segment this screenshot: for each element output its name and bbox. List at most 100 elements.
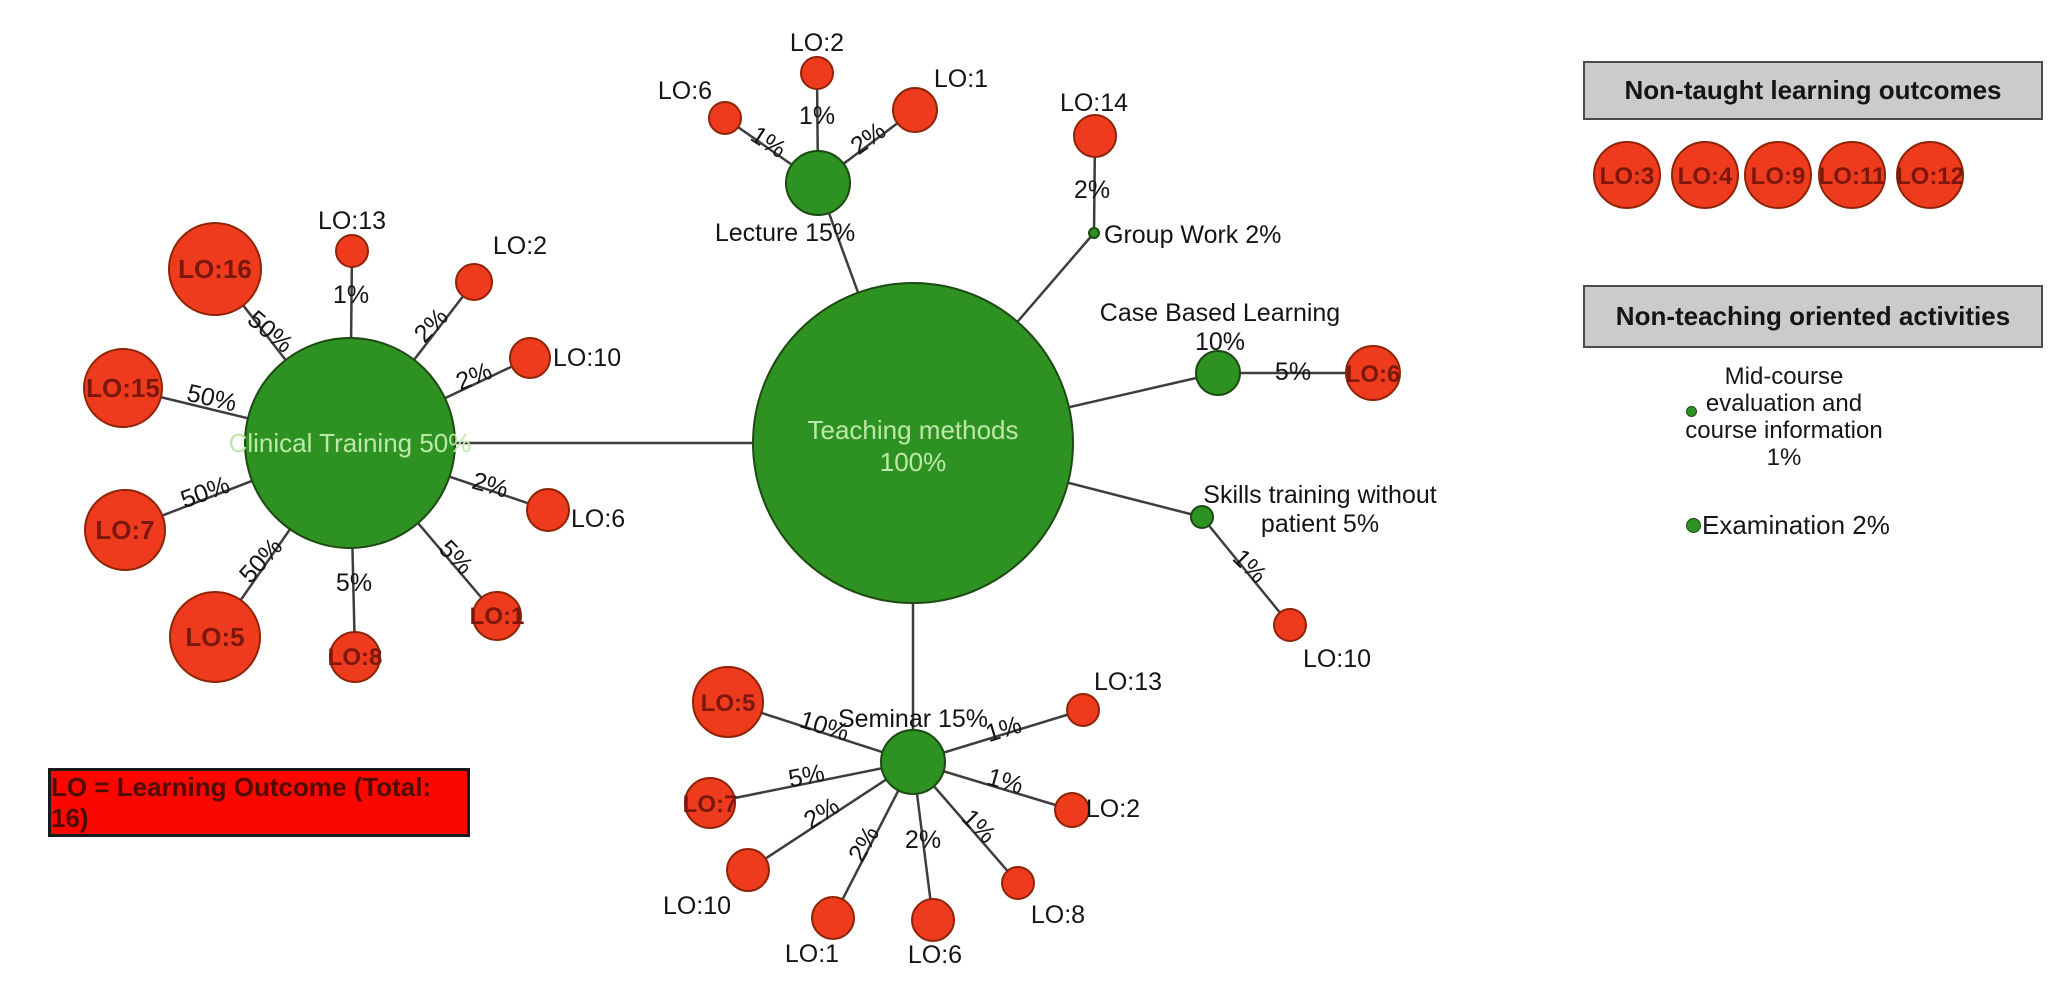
examination-label: Examination 2% [1702,510,1890,540]
edge-label-seminar-lo2: 1% [984,763,1026,800]
node-lo1-seminar [811,896,855,940]
node-label-group-work: Group Work 2% [1104,221,1281,249]
edge-label-clinical-lo15: 50% [184,379,239,418]
edge-label-clinical-lo13: 1% [333,281,369,309]
edge-label-seminar-lo10: 2% [799,792,844,835]
edge-label-skills-lo10: 1% [1227,544,1272,589]
node-label-lo2-clinical: LO:2 [493,232,547,260]
edge-label-group-work-lo14: 2% [1074,176,1110,204]
node-label-lo15-clinical: LO:15 [86,373,160,403]
edge-label-clinical-lo8: 5% [336,569,372,597]
node-lecture [785,150,851,216]
edge-label-clinical-lo5: 50% [234,533,288,589]
mid-course-evaluation-label: Mid-course evaluation and course informa… [1685,363,1883,471]
node-lo8-seminar [1001,866,1035,900]
node-label-lo5-clinical: LO:5 [185,622,244,652]
node-lo13-clinical [335,234,369,268]
node-label-lo2-lecture: LO:2 [790,29,844,57]
node-lo5-seminar [692,666,764,738]
lo-abbreviation-note-text: LO = Learning Outcome (Total: 16) [51,771,432,833]
node-skills-training-without-patient [1190,505,1214,529]
node-lo12-legend [1896,141,1964,209]
node-label-lo4-legend: LO:4 [1678,163,1733,190]
edge-label-lecture-lo6: 1% [746,121,792,164]
node-lo14-group-work [1073,114,1117,158]
legend-non-taught-title: Non-taught learning outcomes [1624,75,2002,105]
edge-seminar-lo7 [709,760,914,805]
node-lo3-legend [1593,141,1661,209]
node-lo10-seminar [726,848,770,892]
node-lo2-clinical [455,263,493,301]
node-lo6-clinical [526,488,570,532]
node-label-seminar: Seminar 15% [838,705,988,733]
mid-course-evaluation-dot-icon [1686,406,1697,417]
node-lo2-lecture [800,56,834,90]
examination-dot-icon [1686,517,1701,533]
node-label-lecture: Lecture 15% [715,219,855,247]
node-label-case-based-learning: Case Based Learning [1100,299,1340,327]
node-lo6-case-based-learning [1345,345,1401,401]
node-seminar [880,729,946,795]
node-label-lo10-skills: LO:10 [1303,645,1371,673]
node-lo9-legend [1744,141,1812,209]
node-lo16-clinical [168,222,262,316]
edge-label-seminar-lo8: 1% [956,804,1001,849]
edge-label-clinical-lo6: 2% [469,467,511,504]
node-label-lo8-clinical: LO:8 [328,644,383,671]
edge-label-seminar-lo13: 1% [982,711,1025,748]
node-case-based-learning [1195,350,1241,396]
node-label-lo10-seminar: LO:10 [663,892,731,920]
node-label-teaching-methods: Teaching methods [807,415,1018,445]
node-lo7-clinical [84,489,166,571]
node-label-lo1-clinical: LO:1 [470,603,525,630]
node-label-lo16-clinical: LO:16 [178,254,252,284]
node-label-lo6-lecture: LO:6 [658,77,712,105]
node-label-lo13-seminar: LO:13 [1094,668,1162,696]
node-lo15-clinical [83,348,163,428]
edge-skills-lo10 [1201,516,1291,626]
node-label-lo13-clinical: LO:13 [318,207,386,235]
node-label-lo7-seminar: LO:7 [683,791,738,818]
node-lo10-clinical [509,337,551,379]
edge-label-lecture-lo1: 2% [845,117,891,161]
node-label-clinical-training: Clinical Training 50% [229,428,472,458]
examination-item: Examination 2% [1686,511,1890,539]
edge-label-seminar-lo6: 2% [905,826,941,854]
node-teaching-methods [752,282,1074,604]
legend-non-teaching-box: Non-teaching oriented activities [1583,285,2043,348]
node-clinical-training [244,337,456,549]
node-label-lo2-seminar: LO:2 [1086,795,1140,823]
lo-abbreviation-note-box: LO = Learning Outcome (Total: 16) [48,768,470,837]
node-label-case-based-learning-1: 10% [1195,328,1245,356]
node-group-work [1088,227,1100,239]
node-lo6-seminar [911,898,955,942]
edge-label-clinical-lo1: 5% [433,535,478,580]
node-lo2-seminar [1054,792,1090,828]
node-label-lo9-legend: LO:9 [1751,163,1806,190]
node-label-lo11-legend: LO:11 [1819,163,1886,190]
edge-label-seminar-lo7: 5% [786,759,827,793]
node-lo5-clinical [169,591,261,683]
node-lo11-legend [1818,141,1886,209]
node-lo10-skills [1273,608,1307,642]
edge-label-clinical-lo7: 50% [177,471,234,514]
node-label-teaching-methods-1: 100% [880,447,947,477]
node-label-lo10-clinical: LO:10 [553,344,621,372]
node-label-lo8-seminar: LO:8 [1031,901,1085,929]
legend-non-teaching-title: Non-teaching oriented activities [1615,301,2011,331]
node-lo13-seminar [1066,693,1100,727]
node-label-lo6-seminar: LO:6 [908,941,962,969]
edge-label-clinical-lo2: 2% [409,303,454,348]
node-label-lo1-lecture: LO:1 [934,65,988,93]
node-label-lo14-group-work: LO:14 [1060,89,1128,117]
edge-label-lecture-lo2: 1% [799,102,835,130]
node-label-lo12-legend: LO:12 [1896,163,1964,190]
node-lo4-legend [1671,141,1739,209]
node-lo6-lecture [708,101,742,135]
node-lo8-clinical [329,631,381,683]
node-label-lo1-seminar: LO:1 [785,940,839,968]
node-lo1-clinical [472,591,522,641]
node-label-skills-training-without-patient: Skills training without [1203,481,1436,509]
